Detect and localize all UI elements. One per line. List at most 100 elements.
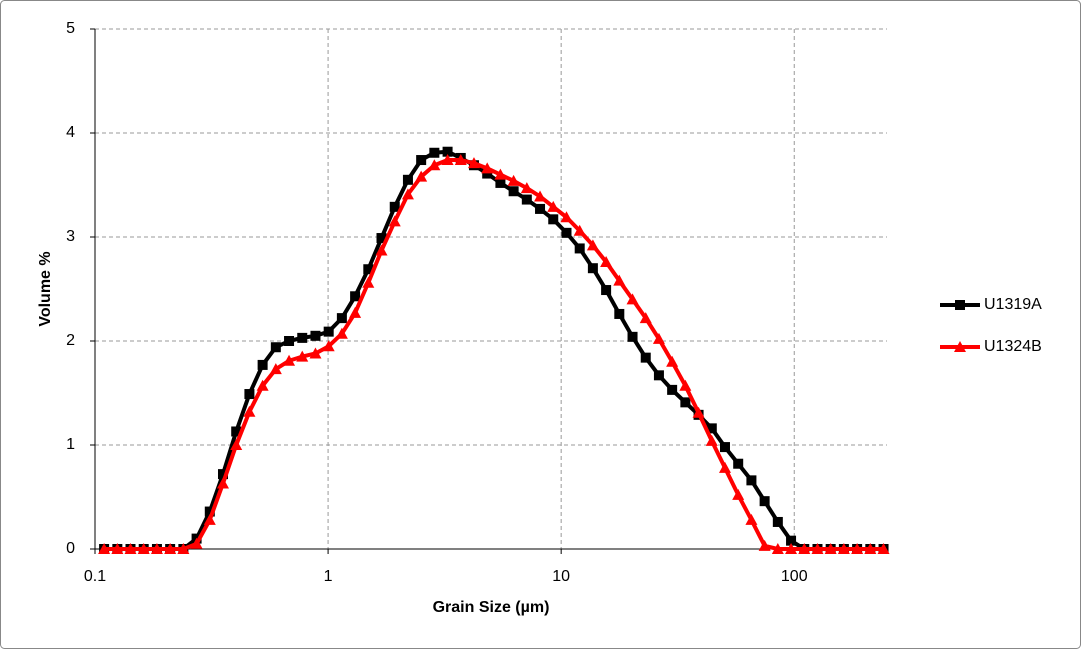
marker [652,332,665,344]
marker [454,154,467,166]
marker [746,475,757,486]
marker [270,342,281,353]
marker [350,291,361,302]
marker [482,168,493,179]
marker [851,543,864,554]
marker [667,384,678,395]
marker [203,513,216,525]
marker [864,543,877,554]
marker [705,434,718,446]
marker [573,224,586,236]
marker [124,543,137,554]
x-tick-label: 1 [324,568,333,585]
marker [204,506,215,517]
marker [296,350,309,362]
marker [243,405,256,417]
marker [601,285,612,296]
marker [335,327,348,339]
marker [111,543,124,554]
marker [547,200,560,212]
marker [759,496,770,507]
y-tick-label: 1 [66,436,75,453]
marker [824,543,837,554]
marker [626,293,639,305]
marker [627,331,638,342]
marker [362,276,375,288]
marker [548,214,559,225]
marker [494,168,507,180]
marker [771,543,784,554]
y-tick-label: 2 [66,332,75,349]
marker [467,157,480,169]
marker [640,352,651,363]
marker [481,162,494,174]
marker [375,244,388,256]
marker [177,543,190,554]
legend-marker [955,300,965,310]
legend-marker [954,341,966,352]
marker [137,543,150,554]
marker [639,312,652,324]
marker [150,543,163,554]
marker [586,239,599,251]
marker [284,336,295,346]
marker [508,186,519,197]
x-tick-label: 0.1 [84,568,106,585]
marker [520,182,533,194]
marker [587,263,598,274]
marker [574,243,585,254]
marker [718,461,731,473]
marker [322,340,335,352]
marker [415,170,428,182]
marker [666,355,679,367]
marker [428,159,441,171]
marker [283,354,296,366]
marker [811,543,824,554]
marker [521,194,532,205]
marker [772,516,783,527]
marker [297,332,308,343]
x-axis-title: Grain Size (µm) [433,599,550,616]
marker [837,543,850,554]
marker [561,227,572,238]
marker [507,174,520,186]
marker [535,203,546,214]
marker [388,215,401,227]
marker [256,379,269,391]
marker [785,543,798,554]
marker [442,146,453,157]
marker [692,406,705,418]
marker [217,469,228,480]
y-axis-title: Volume % [37,251,54,326]
marker [231,426,242,437]
marker [216,477,229,489]
marker [798,543,811,554]
marker [653,370,664,381]
marker [680,397,691,408]
marker [164,543,177,554]
marker [429,147,440,158]
x-tick-label: 100 [781,568,808,585]
marker [190,537,203,549]
marker [732,488,745,500]
marker [600,255,613,267]
marker [310,330,321,341]
marker [706,423,717,434]
marker [98,543,111,554]
marker [376,233,387,244]
marker [244,389,255,400]
marker [230,439,243,450]
marker [389,201,400,212]
marker [614,308,625,319]
marker [336,313,347,324]
marker [534,190,547,202]
marker [416,155,427,166]
marker [877,543,890,554]
x-tick-label: 10 [552,568,570,585]
marker [269,363,282,375]
marker [402,174,413,185]
marker [257,359,268,370]
marker [786,535,797,546]
